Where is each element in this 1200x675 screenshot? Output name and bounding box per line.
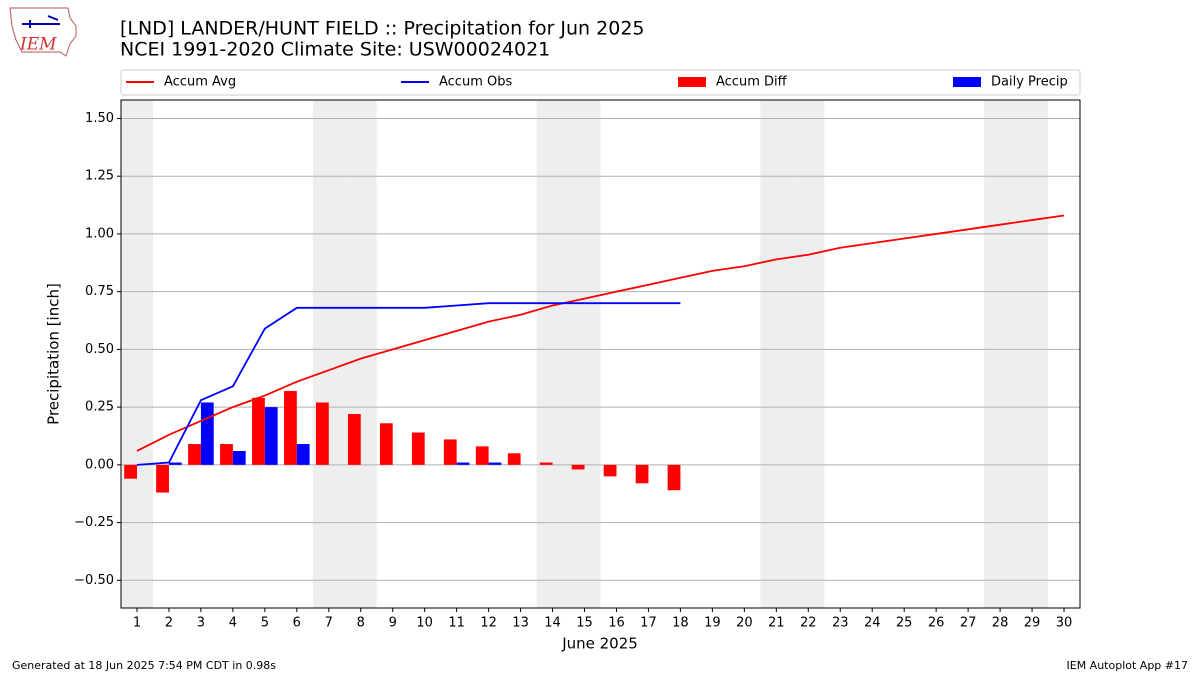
y-tick-label: 0.00 bbox=[85, 457, 114, 472]
logo: IEM bbox=[9, 7, 77, 57]
bar bbox=[411, 432, 425, 465]
bar bbox=[539, 462, 553, 465]
x-tick-label: 3 bbox=[197, 616, 205, 631]
weekend-shade bbox=[1016, 100, 1049, 608]
bar bbox=[507, 453, 521, 465]
bar bbox=[220, 444, 233, 465]
x-tick-label: 28 bbox=[992, 616, 1009, 631]
bar bbox=[379, 423, 393, 465]
x-tick-label: 26 bbox=[928, 616, 945, 631]
x-tick-label: 1 bbox=[133, 616, 141, 631]
bar bbox=[603, 464, 617, 477]
bar bbox=[296, 444, 310, 465]
x-tick-label: 24 bbox=[864, 616, 881, 631]
footer-left: Generated at 18 Jun 2025 7:54 PM CDT in … bbox=[12, 659, 276, 672]
bar bbox=[456, 462, 470, 465]
legend-box bbox=[120, 69, 1081, 96]
legend-patch bbox=[678, 77, 706, 87]
bar bbox=[200, 402, 214, 465]
footer-right: IEM Autoplot App #17 bbox=[1067, 659, 1189, 672]
bar bbox=[488, 462, 502, 465]
bar bbox=[168, 462, 182, 465]
x-tick-label: 12 bbox=[480, 616, 497, 631]
y-tick-label: 1.25 bbox=[85, 169, 114, 184]
x-tick-label: 19 bbox=[704, 616, 721, 631]
x-tick-label: 9 bbox=[389, 616, 397, 631]
chart-title: [LND] LANDER/HUNT FIELD :: Precipitation… bbox=[120, 18, 645, 40]
y-tick-label: 0.50 bbox=[85, 342, 114, 357]
y-tick-label: 1.00 bbox=[85, 226, 114, 241]
logo-shape bbox=[9, 7, 77, 57]
legend-label: Accum Obs bbox=[439, 75, 512, 90]
x-tick-label: 17 bbox=[640, 616, 657, 631]
x-tick-label: 29 bbox=[1024, 616, 1041, 631]
plot-frame bbox=[120, 99, 1081, 609]
bar bbox=[232, 450, 246, 465]
weekend-shade bbox=[760, 100, 793, 608]
y-tick-label: −0.25 bbox=[74, 515, 114, 530]
logo-icon bbox=[22, 15, 60, 28]
legend-label: Accum Diff bbox=[716, 75, 788, 90]
x-tick-label: 15 bbox=[576, 616, 593, 631]
chart-subtitle: NCEI 1991-2020 Climate Site: USW00024021 bbox=[120, 39, 550, 61]
x-tick-label: 14 bbox=[544, 616, 561, 631]
x-tick-label: 2 bbox=[165, 616, 173, 631]
bar bbox=[571, 464, 585, 470]
weekend-shade bbox=[568, 100, 601, 608]
x-tick-label: 21 bbox=[768, 616, 785, 631]
weekend-shade bbox=[312, 100, 345, 608]
bar bbox=[475, 446, 489, 465]
legend-label: Daily Precip bbox=[991, 75, 1068, 90]
y-tick-label: 0.25 bbox=[85, 400, 114, 415]
x-tick-label: 30 bbox=[1056, 616, 1073, 631]
weekend-shade bbox=[536, 100, 569, 608]
bar bbox=[252, 397, 265, 465]
bar bbox=[667, 464, 681, 491]
bar bbox=[443, 439, 457, 465]
x-tick-label: 6 bbox=[293, 616, 301, 631]
x-tick-label: 7 bbox=[325, 616, 333, 631]
y-tick-label: −0.50 bbox=[74, 573, 114, 588]
x-tick-label: 20 bbox=[736, 616, 753, 631]
bar bbox=[124, 464, 137, 479]
x-axis-label: June 2025 bbox=[561, 635, 638, 653]
weekend-shade bbox=[984, 100, 1017, 608]
logo-text: IEM bbox=[19, 35, 57, 55]
y-tick-label: 1.50 bbox=[85, 111, 114, 126]
x-tick-label: 4 bbox=[229, 616, 237, 631]
legend-label: Accum Avg bbox=[164, 75, 236, 90]
line bbox=[136, 302, 681, 466]
bar bbox=[188, 444, 201, 465]
y-axis-label: Precipitation [inch] bbox=[45, 283, 63, 425]
x-tick-label: 18 bbox=[672, 616, 689, 631]
weekend-shade bbox=[121, 100, 153, 608]
x-tick-label: 13 bbox=[512, 616, 529, 631]
x-tick-label: 10 bbox=[416, 616, 433, 631]
bar bbox=[347, 414, 361, 465]
x-tick-label: 22 bbox=[800, 616, 817, 631]
x-tick-label: 27 bbox=[960, 616, 977, 631]
x-tick-label: 25 bbox=[896, 616, 913, 631]
bar bbox=[156, 464, 169, 493]
legend-patch bbox=[953, 77, 981, 87]
weekend-shade bbox=[344, 100, 377, 608]
x-tick-label: 23 bbox=[832, 616, 849, 631]
x-tick-label: 5 bbox=[261, 616, 269, 631]
bar bbox=[284, 390, 297, 465]
y-tick-label: 0.75 bbox=[85, 284, 114, 299]
x-tick-label: 8 bbox=[357, 616, 365, 631]
bar bbox=[315, 402, 329, 465]
bar bbox=[264, 407, 278, 465]
x-tick-label: 16 bbox=[608, 616, 625, 631]
bar bbox=[635, 464, 649, 484]
line bbox=[136, 214, 1065, 452]
x-tick-label: 11 bbox=[448, 616, 465, 631]
weekend-shade bbox=[792, 100, 825, 608]
